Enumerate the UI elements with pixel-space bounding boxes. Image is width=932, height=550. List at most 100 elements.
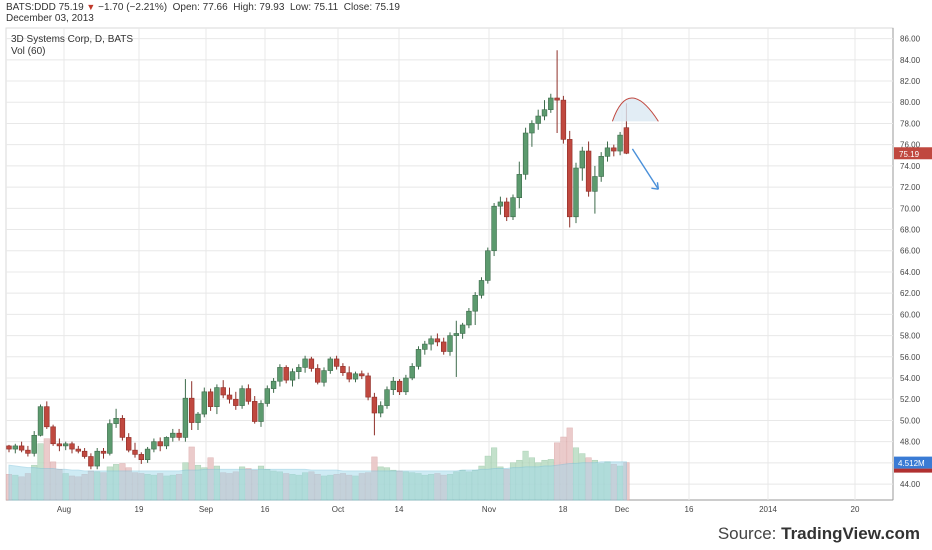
y-tick-label: 82.00: [900, 77, 921, 86]
candle-body: [459, 324, 466, 334]
y-tick-label: 48.00: [900, 438, 921, 447]
candle-body: [409, 366, 415, 379]
candle-body: [296, 367, 302, 372]
y-tick-label: 60.00: [900, 310, 921, 319]
x-tick-label: 16: [261, 505, 270, 514]
candle-body: [50, 426, 56, 445]
candle-body: [573, 167, 579, 218]
arrow-line: [631, 148, 659, 190]
candle-body: [25, 449, 31, 454]
candle-body: [94, 450, 100, 467]
candle-body: [245, 388, 252, 402]
candle-body: [415, 349, 422, 367]
candle-body: [623, 127, 630, 154]
y-tick-label: 58.00: [900, 332, 921, 341]
volume-ma-area: [8, 461, 627, 501]
candle-body: [69, 443, 75, 450]
candle-body: [554, 97, 560, 101]
candle-body: [138, 454, 144, 460]
candle-body: [6, 445, 12, 450]
candle-body: [384, 389, 390, 406]
candle-body: [18, 445, 25, 451]
y-tick-label: 68.00: [900, 226, 921, 235]
candle-body: [453, 333, 459, 336]
candle-body: [579, 150, 586, 169]
volume-tag-box: [894, 456, 932, 469]
candle-body: [346, 372, 352, 380]
candle-body: [176, 432, 182, 438]
candle-body: [535, 115, 541, 124]
candle-body: [220, 387, 226, 396]
x-tick-label: Dec: [615, 505, 629, 514]
y-tick-label: 62.00: [900, 289, 921, 298]
candle-body: [144, 448, 151, 460]
candle-body: [239, 388, 245, 406]
candle-body: [352, 373, 359, 380]
candle-body: [113, 418, 119, 424]
candle-body: [472, 294, 478, 312]
candle-body: [233, 398, 239, 406]
candle-body: [377, 405, 384, 414]
candle-body: [333, 358, 340, 367]
y-tick-label: 76.00: [900, 141, 921, 150]
candle-body: [56, 443, 63, 447]
candle-body: [62, 443, 69, 447]
candle-body: [157, 441, 163, 447]
high-label: High:: [233, 2, 257, 13]
candle-body: [390, 380, 396, 390]
candle-body: [151, 441, 157, 450]
source-prefix: Source:: [717, 524, 782, 543]
candle-body: [100, 450, 107, 454]
close-value: 75.19: [374, 2, 400, 13]
x-tick-label: 14: [395, 505, 404, 514]
y-tick-label: 66.00: [900, 247, 921, 256]
candle-body: [516, 174, 523, 199]
y-tick-label: 50.00: [900, 416, 921, 425]
price-tag-label: 75.19: [899, 150, 920, 159]
candle-body: [522, 132, 529, 175]
x-tick-label: 16: [685, 505, 694, 514]
candle-body: [403, 377, 409, 393]
candle-body: [277, 367, 283, 382]
candle-body: [611, 147, 617, 152]
candle-body: [12, 445, 18, 450]
candle-body: [529, 123, 535, 134]
volume-legend: Vol (60): [11, 46, 46, 57]
y-tick-label: 64.00: [900, 268, 921, 277]
candle-body: [170, 432, 176, 438]
candle-body: [598, 156, 604, 177]
candle-body: [270, 380, 277, 389]
y-tick-label: 80.00: [900, 98, 921, 107]
down-triangle-icon: ▼: [86, 2, 96, 12]
candle-body: [327, 358, 333, 371]
candle-body: [485, 250, 491, 281]
volume-tag-underline: [894, 468, 932, 473]
price-tag-box: [894, 147, 932, 160]
candle-body: [371, 396, 378, 414]
candle-body: [548, 97, 554, 110]
y-tick-label: 56.00: [900, 353, 921, 362]
arc-annotation-outline: [611, 97, 659, 122]
symbol-info-line: BATS:DDD 75.19 ▼ −1.70 (−2.21%) Open: 77…: [6, 2, 400, 13]
close-label: Close:: [343, 2, 373, 13]
candle-body: [107, 423, 113, 454]
candle-body: [81, 450, 88, 457]
candle-body: [163, 437, 170, 447]
candle-body: [314, 368, 321, 383]
x-tick-label: Aug: [57, 505, 71, 514]
candle-body: [75, 448, 82, 452]
candle-body: [132, 449, 138, 455]
open-label: Open:: [172, 2, 200, 13]
y-tick-label: 84.00: [900, 56, 921, 65]
y-tick-label: 72.00: [900, 183, 921, 192]
candle-body: [302, 358, 308, 368]
candle-body: [283, 367, 289, 381]
candle-body: [264, 388, 270, 404]
candle-body: [604, 147, 611, 157]
candle-body: [447, 335, 453, 352]
candle-body: [37, 406, 44, 436]
open-value: 77.66: [202, 2, 228, 13]
candle-body: [510, 197, 516, 218]
y-tick-label: 74.00: [900, 162, 921, 171]
